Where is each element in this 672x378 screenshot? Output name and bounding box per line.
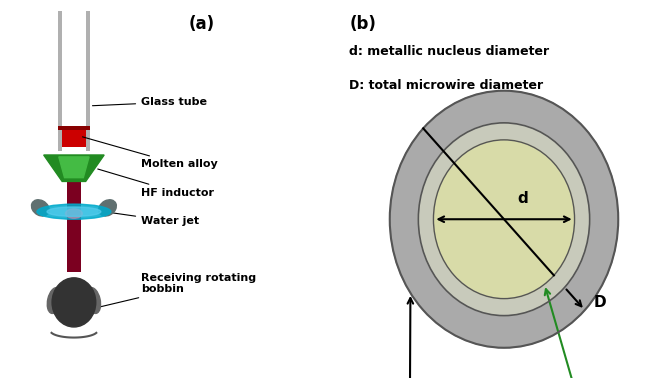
- Text: D: total microwire diameter: D: total microwire diameter: [349, 79, 544, 92]
- Polygon shape: [59, 157, 89, 178]
- Bar: [67, 181, 81, 272]
- Text: Glass tube: Glass tube: [93, 97, 207, 107]
- Ellipse shape: [86, 288, 101, 313]
- Text: Molten alloy: Molten alloy: [83, 137, 218, 169]
- Bar: [58, 11, 62, 151]
- Text: (a): (a): [189, 15, 214, 33]
- Text: HF inductor: HF inductor: [97, 169, 214, 198]
- Text: Water jet: Water jet: [107, 212, 199, 226]
- Circle shape: [433, 140, 575, 299]
- Ellipse shape: [99, 200, 116, 216]
- Ellipse shape: [47, 288, 62, 313]
- Circle shape: [418, 123, 590, 316]
- Text: Receiving rotating
bobbin: Receiving rotating bobbin: [90, 273, 256, 309]
- Ellipse shape: [37, 204, 111, 219]
- Ellipse shape: [32, 200, 49, 216]
- Circle shape: [52, 278, 95, 327]
- Text: (b): (b): [349, 15, 376, 33]
- Bar: [86, 11, 90, 151]
- Text: Pirex: Pirex: [390, 298, 430, 378]
- Bar: [62, 127, 86, 147]
- Text: d: metallic nucleus diameter: d: metallic nucleus diameter: [349, 45, 550, 58]
- Text: d: d: [517, 191, 528, 206]
- Text: D: D: [593, 295, 605, 310]
- Circle shape: [390, 91, 618, 348]
- Bar: [58, 126, 90, 130]
- Bar: [62, 11, 86, 151]
- Ellipse shape: [47, 207, 101, 216]
- Text: Metallic Core: Metallic Core: [527, 289, 629, 378]
- Ellipse shape: [65, 209, 82, 218]
- Polygon shape: [44, 155, 104, 181]
